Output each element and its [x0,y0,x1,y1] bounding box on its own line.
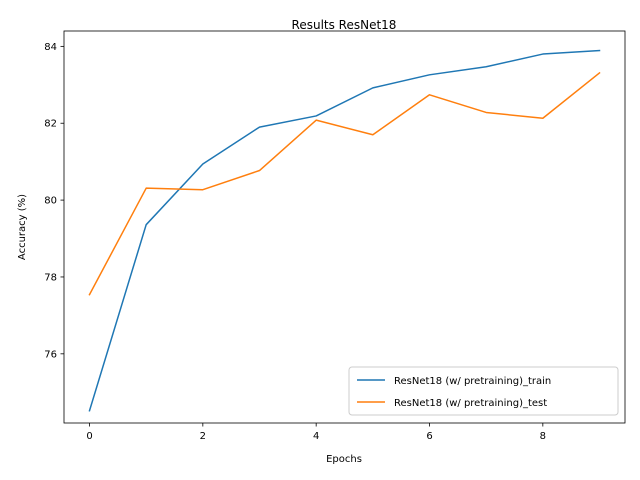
y-tick-label: 80 [44,196,57,207]
x-axis-label: Epochs [326,454,362,465]
chart-title: Results ResNet18 [292,18,397,32]
legend: ResNet18 (w/ pretraining)_train ResNet18… [348,366,619,416]
x-tick-label: 6 [426,431,432,442]
y-axis-ticks: 76 78 80 82 84 [44,42,64,360]
x-axis-ticks: 0 2 4 6 8 [86,423,546,442]
series-line-test [88,71,601,296]
series-layer [88,49,601,412]
series-line-train [88,49,601,412]
x-tick-label: 8 [540,431,546,442]
axes-frame [63,30,626,424]
x-tick-label: 2 [200,431,206,442]
plot-area: 0 2 4 6 8 76 78 80 82 84 [44,30,626,442]
y-tick-label: 82 [44,119,57,130]
y-tick-label: 78 [44,272,57,283]
y-tick-label: 76 [44,349,57,360]
legend-label-train: ResNet18 (w/ pretraining)_train [394,376,551,387]
x-tick-label: 0 [86,431,92,442]
y-axis-label: Accuracy (%) [17,194,28,260]
legend-box [348,366,619,416]
y-tick-label: 84 [44,42,57,53]
legend-label-test: ResNet18 (w/ pretraining)_test [394,398,547,409]
x-tick-label: 4 [313,431,319,442]
